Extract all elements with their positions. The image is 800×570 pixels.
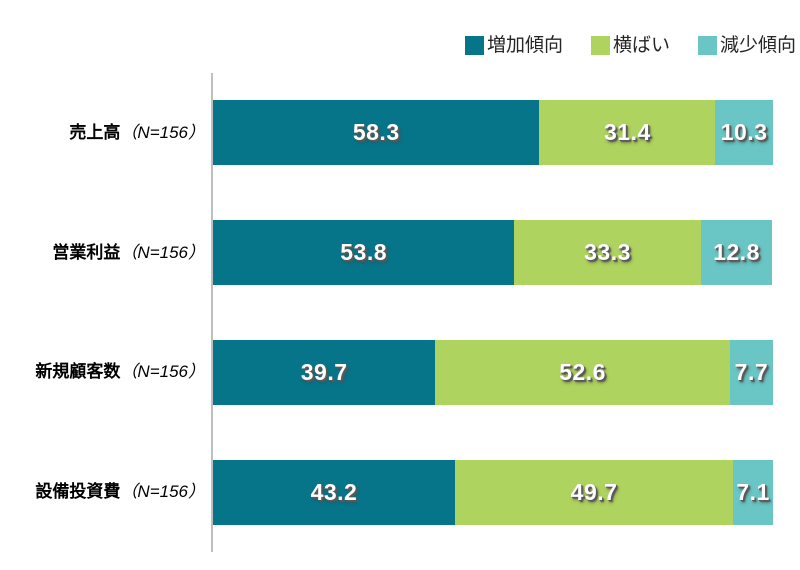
- bar-value-label: 52.6: [559, 358, 606, 385]
- bar-value-label: 58.3: [352, 119, 400, 146]
- legend-swatch-icon: [590, 36, 610, 55]
- category-name: 設備投資費: [35, 481, 121, 501]
- bar-row-1: 53.8 33.3 12.8: [213, 220, 773, 286]
- legend-label: 増加傾向: [486, 35, 563, 56]
- bar-segment-横ばい: 52.6: [435, 339, 730, 405]
- bar-segment-減少傾向: 10.3: [715, 100, 773, 166]
- category-label-3: 設備投資費（N=156）: [5, 482, 205, 502]
- bar-value-label: 7.1: [736, 478, 770, 505]
- bar-segment-増加傾向: 39.7: [213, 339, 436, 405]
- legend-item-2: 減少傾向: [697, 35, 796, 56]
- category-name: 売上高: [69, 122, 121, 142]
- bar-segment-減少傾向: 7.7: [729, 339, 773, 405]
- bar-value-label: 7.7: [734, 358, 769, 385]
- bar-value-label: 49.7: [570, 478, 618, 505]
- legend-item-1: 横ばい: [590, 35, 670, 56]
- bar-value-label: 39.7: [300, 358, 348, 385]
- bar-segment-増加傾向: 53.8: [213, 220, 515, 286]
- bar-row-3: 43.2 49.7 7.1: [213, 459, 773, 525]
- legend-label: 減少傾向: [719, 35, 796, 56]
- category-label-0: 売上高（N=156）: [5, 123, 205, 143]
- category-name: 営業利益: [52, 242, 121, 262]
- category-sample-size: （N=156）: [120, 122, 205, 142]
- bar-row-2: 39.7 52.6 7.7: [213, 339, 773, 405]
- bar-segment-増加傾向: 43.2: [213, 459, 455, 525]
- category-sample-size: （N=156）: [120, 242, 205, 262]
- bar-segment-減少傾向: 12.8: [700, 220, 773, 286]
- bar-value-label: 10.3: [720, 119, 768, 146]
- bar-value-label: 12.8: [713, 239, 760, 266]
- bar-value-label: 33.3: [584, 239, 631, 266]
- legend-item-0: 増加傾向: [464, 35, 563, 56]
- legend-swatch-icon: [697, 36, 717, 55]
- bar-segment-減少傾向: 7.1: [733, 459, 773, 525]
- plot-area: 58.3 31.4 10.3 53.8 33.3 12.8 39.7 52.6 7.7 43.2 4…: [211, 73, 773, 552]
- bar-segment-横ばい: 33.3: [514, 220, 701, 286]
- category-name: 新規顧客数: [35, 362, 121, 382]
- legend-label: 横ばい: [612, 35, 670, 56]
- bar-value-label: 43.2: [310, 478, 358, 505]
- category-sample-size: （N=156）: [120, 481, 205, 501]
- chart-legend: 増加傾向 横ばい 減少傾向: [0, 36, 796, 55]
- bar-segment-横ばい: 49.7: [454, 459, 734, 525]
- bar-row-0: 58.3 31.4 10.3: [213, 100, 773, 166]
- bar-segment-横ばい: 31.4: [539, 100, 716, 166]
- bar-value-label: 53.8: [340, 239, 388, 266]
- category-label-1: 営業利益（N=156）: [5, 242, 205, 262]
- legend-swatch-icon: [464, 36, 484, 55]
- category-label-2: 新規顧客数（N=156）: [5, 362, 205, 382]
- category-sample-size: （N=156）: [120, 362, 205, 382]
- bar-segment-増加傾向: 58.3: [213, 100, 540, 166]
- bar-value-label: 31.4: [604, 119, 651, 146]
